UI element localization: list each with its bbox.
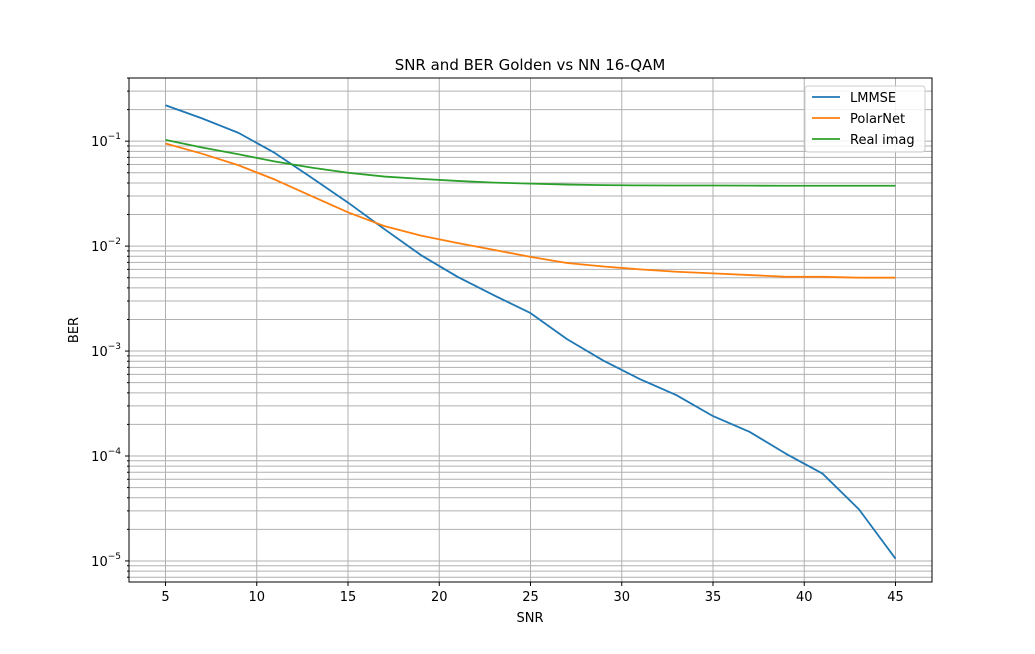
y-tick-exponent: −5 bbox=[108, 552, 121, 562]
x-tick-label: 35 bbox=[705, 590, 722, 605]
x-axis-label: SNR bbox=[516, 611, 543, 626]
series-lines bbox=[165, 104, 897, 560]
y-axis-ticks: 10−510−410−310−210−1 bbox=[91, 77, 129, 578]
x-tick-label: 25 bbox=[522, 590, 539, 605]
series-line-real-imag bbox=[165, 138, 896, 187]
y-tick-base: 10 bbox=[91, 345, 108, 360]
y-tick-exponent: −2 bbox=[108, 237, 121, 247]
y-tick-label: 10−2 bbox=[91, 237, 121, 255]
legend-box bbox=[804, 85, 926, 153]
x-tick-label: 30 bbox=[613, 590, 630, 605]
y-tick-label: 10−3 bbox=[91, 342, 121, 360]
y-tick-label: 10−1 bbox=[91, 132, 121, 150]
y-tick-label: 10−5 bbox=[91, 552, 121, 570]
legend-label: LMMSE bbox=[850, 91, 896, 106]
y-tick-exponent: −4 bbox=[108, 447, 122, 457]
legend-items: LMMSE PolarNet Real imag bbox=[812, 91, 915, 148]
x-axis-ticks: 5 10 15 20 25 30 35 40 45 bbox=[161, 582, 904, 605]
y-tick-base: 10 bbox=[91, 240, 108, 255]
series-line-polarnet bbox=[165, 142, 896, 279]
x-tick-label: 40 bbox=[796, 590, 813, 605]
x-tick-label: 5 bbox=[161, 590, 169, 605]
x-tick-label: 15 bbox=[340, 590, 357, 605]
grid bbox=[129, 77, 932, 582]
x-tick-label: 45 bbox=[887, 590, 904, 605]
chart-title: SNR and BER Golden vs NN 16-QAM bbox=[395, 56, 666, 74]
x-tick-label: 20 bbox=[431, 590, 448, 605]
legend-label: PolarNet bbox=[850, 112, 905, 127]
y-tick-base: 10 bbox=[91, 555, 108, 570]
series-line-lmmse bbox=[165, 104, 897, 560]
y-tick-base: 10 bbox=[91, 450, 108, 465]
y-axis-label: BER bbox=[67, 317, 82, 343]
legend: LMMSE PolarNet Real imag bbox=[804, 85, 926, 153]
y-tick-exponent: −1 bbox=[108, 132, 121, 142]
legend-label: Real imag bbox=[850, 133, 915, 148]
y-tick-exponent: −3 bbox=[108, 342, 121, 352]
y-tick-label: 10−4 bbox=[91, 447, 121, 465]
y-tick-base: 10 bbox=[91, 135, 108, 150]
x-tick-label: 10 bbox=[248, 590, 265, 605]
